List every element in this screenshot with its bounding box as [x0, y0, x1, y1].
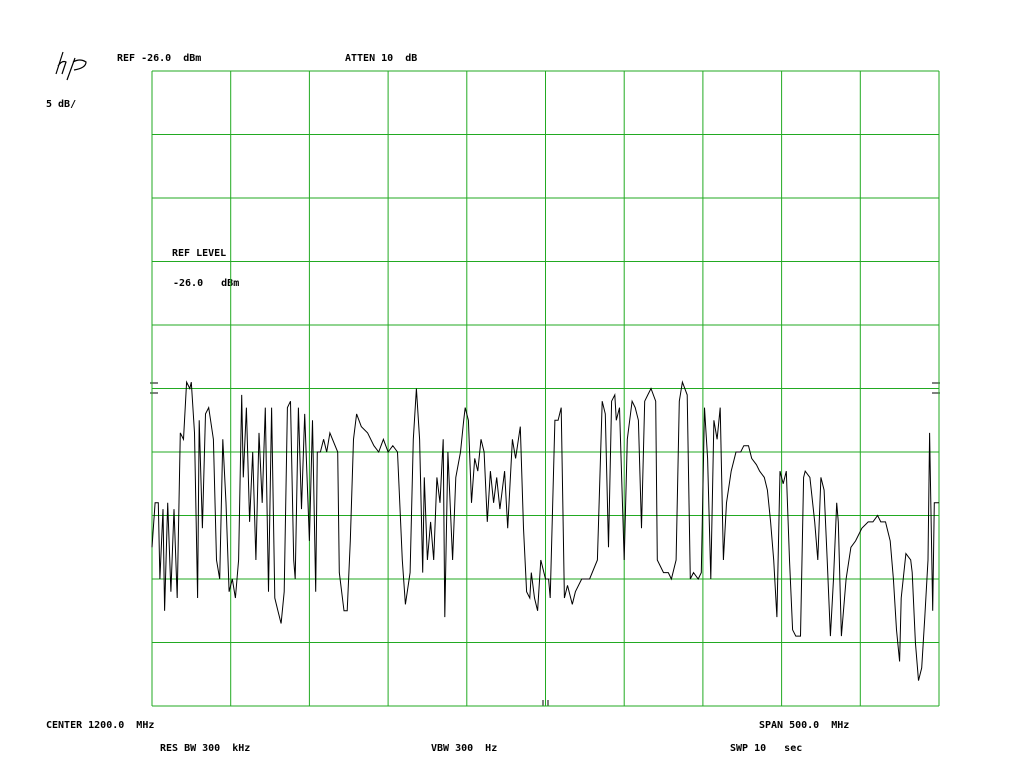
edge-markers — [150, 382, 940, 706]
ref-level-label: REF LEVEL — [172, 248, 226, 259]
sweep-readout: SWP 10 sec — [730, 743, 802, 754]
center-readout: CENTER 1200.0 MHz — [46, 720, 154, 731]
span-readout: SPAN 500.0 MHz — [759, 720, 849, 731]
scale-readout: 5 dB/ — [46, 99, 76, 110]
atten-readout: ATTEN 10 dB — [345, 53, 417, 64]
vbw-readout: VBW 300 Hz — [431, 743, 497, 754]
ref-readout: REF -26.0 dBm — [117, 53, 201, 64]
hp-logo — [55, 51, 87, 81]
logo-p — [66, 57, 87, 81]
rbw-readout: RES BW 300 kHz — [160, 743, 250, 754]
logo-h — [55, 51, 67, 75]
trace — [151, 380, 939, 681]
ref-level-value: -26.0 dBm — [173, 278, 239, 289]
